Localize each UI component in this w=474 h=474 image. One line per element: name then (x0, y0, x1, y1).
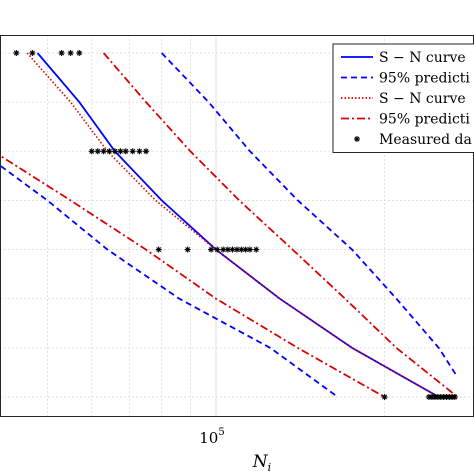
measured-point (451, 394, 458, 400)
legend: S − N curve 95% predicti S − N curve 95% pr… (332, 43, 474, 153)
series-line-3 (26, 52, 440, 398)
legend-item: 95% predicti (341, 112, 470, 128)
legend-item: S − N curve (341, 91, 466, 107)
measured-point (117, 148, 124, 155)
measured-point (122, 148, 129, 155)
legend-item: S − N curve (341, 50, 466, 66)
legend-item: Measured da (354, 132, 472, 148)
measured-point (253, 246, 260, 253)
measured-point (143, 148, 150, 155)
legend-label: Measured da (379, 132, 472, 148)
measured-point (220, 246, 227, 253)
measured-point (381, 394, 388, 400)
measured-point (229, 246, 236, 253)
measured-point (136, 148, 143, 155)
x-tick-labels: 105 (199, 427, 224, 447)
measured-point (242, 246, 249, 253)
measured-point (76, 50, 83, 56)
series-line-1 (161, 52, 459, 378)
x-tick-label: 105 (199, 427, 224, 447)
measured-point (214, 246, 221, 253)
measured-point (129, 148, 136, 155)
measured-point (88, 148, 95, 155)
legend-item: 95% predicti (341, 71, 470, 87)
measured-point (67, 50, 74, 56)
legend-label: 95% predicti (379, 71, 470, 87)
measured-point (13, 50, 20, 56)
measured-point (155, 246, 162, 253)
legend-label: S − N curve (379, 91, 466, 107)
measured-point (233, 246, 240, 253)
measured-markers (13, 50, 458, 400)
measured-point (208, 246, 215, 253)
legend-label: S − N curve (379, 50, 466, 66)
measured-point (106, 148, 113, 155)
measured-point (184, 246, 191, 253)
series-line-4 (102, 52, 459, 398)
measured-point (58, 50, 65, 56)
legend-label: 95% predicti (379, 112, 470, 128)
measured-point (246, 246, 253, 253)
measured-point (111, 148, 118, 155)
x-axis-label: Ni (252, 452, 271, 474)
measured-point (29, 50, 36, 56)
legend-marker-asterisk (354, 136, 360, 142)
measured-point (94, 148, 101, 155)
series-layer (0, 52, 459, 398)
series-line-5 (0, 154, 386, 398)
measured-point (100, 148, 107, 155)
